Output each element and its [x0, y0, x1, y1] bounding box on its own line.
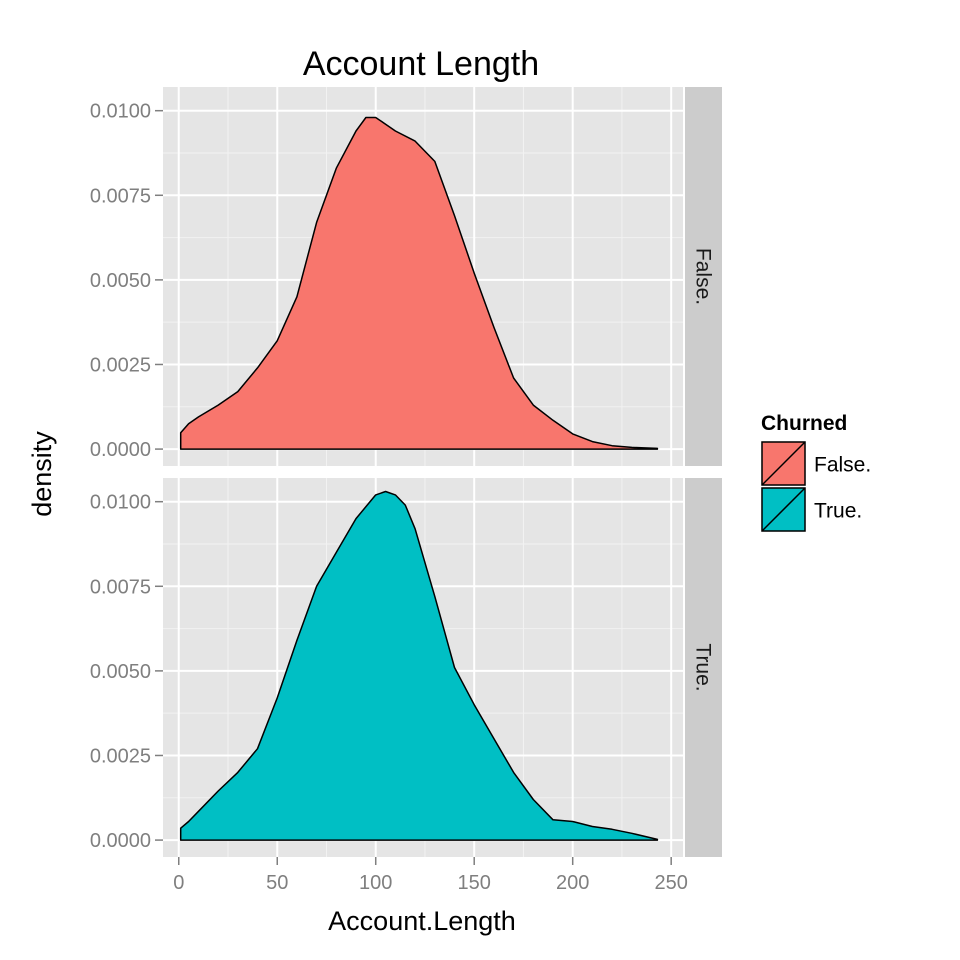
legend-item: False. — [761, 441, 871, 486]
x-tick-label: 0 — [173, 872, 184, 894]
y-tick-label: 0.0000 — [90, 439, 151, 461]
x-tick-label: 50 — [266, 872, 288, 894]
facet-strip-label: True. — [692, 643, 715, 691]
legend-swatch-diagonal — [761, 487, 806, 532]
legend-title: Churned — [761, 412, 847, 435]
facet-strip — [685, 478, 722, 857]
y-tick-label: 0.0075 — [90, 576, 151, 598]
y-tick-label: 0.0025 — [90, 745, 151, 767]
x-tick-label: 100 — [359, 872, 392, 894]
facet-panels: 0.00000.00250.00500.00750.0100False.0.00… — [90, 87, 722, 894]
x-tick-label: 200 — [556, 872, 589, 894]
legend-label: True. — [814, 500, 862, 523]
legend-label: False. — [814, 454, 871, 477]
y-tick-label: 0.0025 — [90, 354, 151, 376]
y-tick-label: 0.0100 — [90, 101, 151, 123]
facet-strip-label: False. — [692, 248, 715, 305]
y-tick-label: 0.0050 — [90, 661, 151, 683]
facet-panel-1: 0.0000 0.0025 0.0050 0.0075 0.0100 True. — [90, 478, 722, 857]
x-tick-label: 150 — [458, 872, 491, 894]
y-axis-title: density — [27, 431, 57, 517]
legend: Churned False. True. — [761, 412, 871, 532]
chart-title: Account Length — [303, 45, 539, 83]
legend-keys: False. True. — [761, 441, 871, 532]
y-tick-label: 0.0050 — [90, 270, 151, 292]
y-tick-label: 0.0075 — [90, 185, 151, 207]
y-tick-label: 0.0100 — [90, 492, 151, 514]
facet-strip — [685, 87, 722, 466]
density-area-true — [179, 490, 659, 841]
x-axis-title: Account.Length — [328, 906, 516, 936]
legend-item: True. — [761, 487, 862, 532]
facet-panel-0: 0.0000 0.0025 0.0050 0.0075 0.0100 False. — [90, 87, 722, 466]
density-area-false — [179, 116, 659, 450]
legend-swatch-diagonal — [761, 441, 806, 486]
x-tick-label: 250 — [654, 872, 687, 894]
x-axis: 0 50 100 150 200 250 — [173, 857, 688, 894]
y-tick-label: 0.0000 — [90, 830, 151, 852]
